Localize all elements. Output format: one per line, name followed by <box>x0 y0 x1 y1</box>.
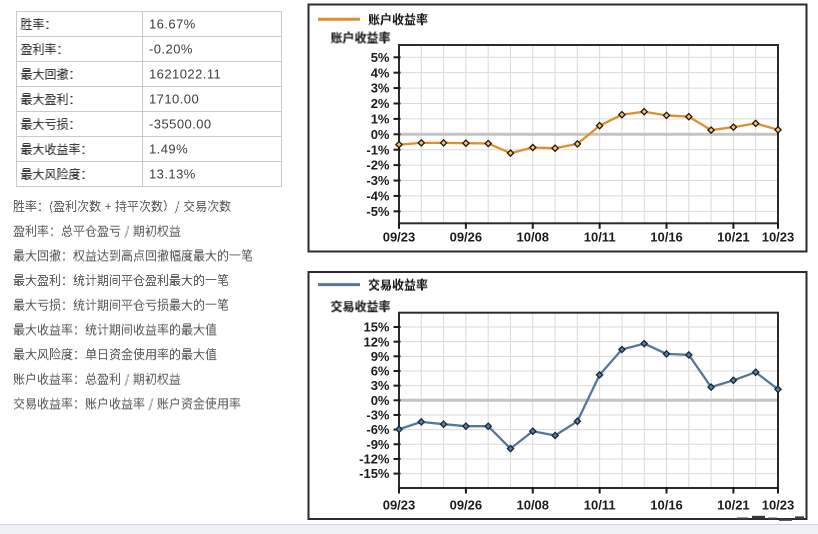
svg-text:10/23: 10/23 <box>762 498 795 513</box>
svg-text:6%: 6% <box>371 364 390 379</box>
svg-text:10/11: 10/11 <box>584 498 616 513</box>
svg-text:12%: 12% <box>363 334 389 349</box>
svg-text:09/23: 09/23 <box>383 498 416 513</box>
svg-text:0%: 0% <box>371 393 390 408</box>
svg-text:-3%: -3% <box>366 173 390 188</box>
svg-text:-5%: -5% <box>366 204 390 219</box>
svg-text:-9%: -9% <box>366 437 390 452</box>
svg-text:1710.00: 1710.00 <box>149 92 199 107</box>
svg-text:15%: 15% <box>363 320 389 335</box>
svg-text:1%: 1% <box>371 112 390 127</box>
svg-text:2%: 2% <box>371 96 390 111</box>
svg-text:-2%: -2% <box>366 158 390 173</box>
svg-text:9%: 9% <box>371 349 390 364</box>
svg-text:10/23: 10/23 <box>762 230 795 245</box>
svg-text:1.49%: 1.49% <box>149 142 188 157</box>
svg-text:16.67%: 16.67% <box>149 17 196 32</box>
svg-text:09/23: 09/23 <box>383 230 416 245</box>
svg-text:10/21: 10/21 <box>717 230 750 245</box>
svg-text:-3%: -3% <box>366 408 390 423</box>
svg-text:4%: 4% <box>371 65 390 80</box>
svg-text:3%: 3% <box>371 81 390 96</box>
svg-text:0%: 0% <box>371 127 390 142</box>
svg-text:-6%: -6% <box>366 422 390 437</box>
svg-text:10/11: 10/11 <box>584 230 616 245</box>
svg-text:-12%: -12% <box>359 452 390 467</box>
svg-text:-0.20%: -0.20% <box>149 42 193 57</box>
svg-text:3%: 3% <box>371 378 390 393</box>
svg-text:1621022.11: 1621022.11 <box>149 67 221 82</box>
svg-text:-1%: -1% <box>366 142 390 157</box>
svg-text:09/26: 09/26 <box>450 230 483 245</box>
svg-text:13.13%: 13.13% <box>149 167 196 182</box>
svg-text:09/26: 09/26 <box>450 498 483 513</box>
svg-text:10/08: 10/08 <box>516 498 549 513</box>
svg-text:5%: 5% <box>371 50 390 65</box>
svg-text:10/08: 10/08 <box>516 230 549 245</box>
svg-text:-4%: -4% <box>366 189 390 204</box>
svg-text:10/16: 10/16 <box>650 498 683 513</box>
svg-text:-35500.00: -35500.00 <box>149 117 212 132</box>
svg-text:10/21: 10/21 <box>717 498 750 513</box>
svg-text:10/16: 10/16 <box>650 230 683 245</box>
svg-text:-15%: -15% <box>359 466 390 481</box>
